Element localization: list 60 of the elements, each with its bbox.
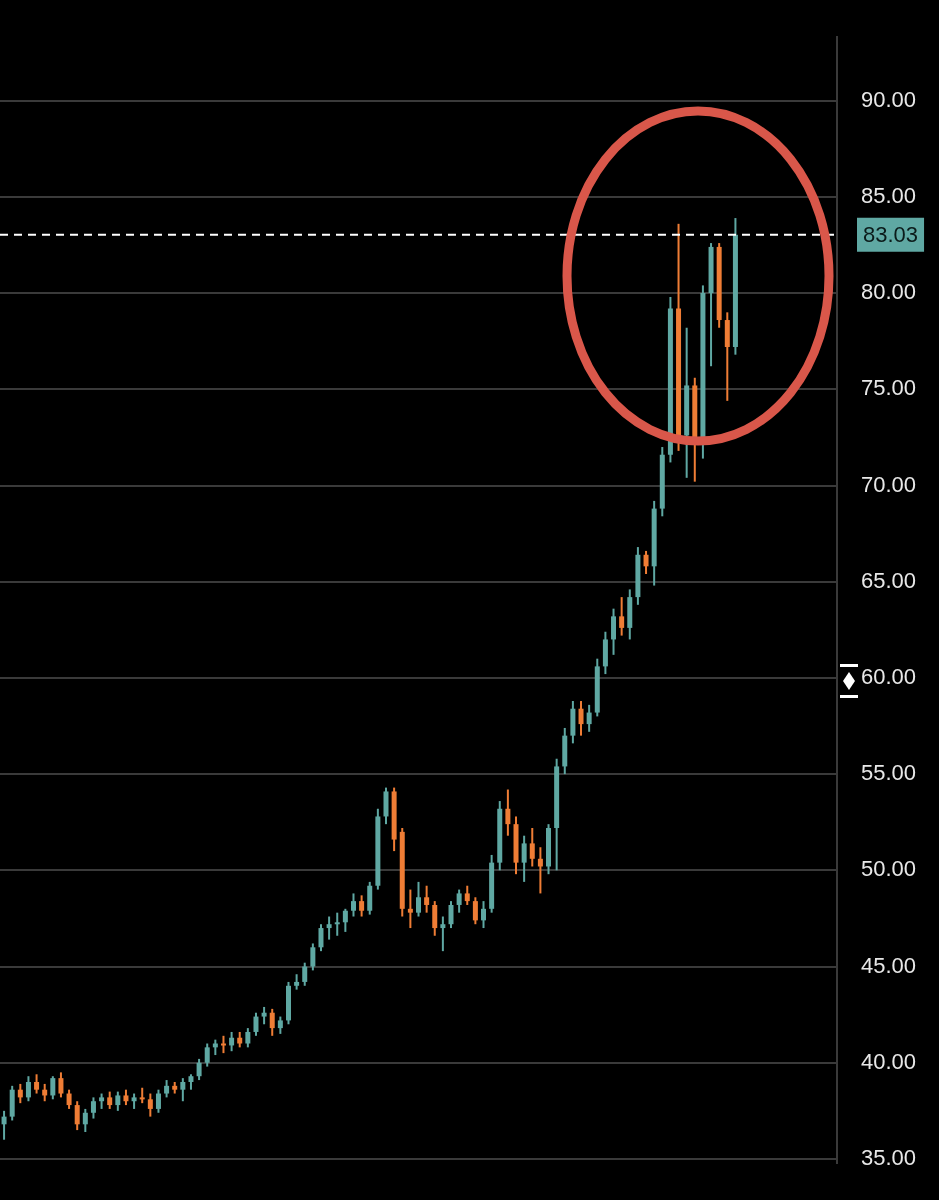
candlestick bbox=[229, 1030, 235, 1053]
candlestick bbox=[521, 834, 527, 883]
candlestick bbox=[505, 788, 511, 837]
ref-line-label: 83.03 bbox=[863, 221, 919, 247]
y-tick-label: 80.00 bbox=[861, 279, 917, 305]
y-tick-label: 90.00 bbox=[861, 86, 917, 112]
candlestick bbox=[334, 911, 340, 937]
candlestick bbox=[529, 827, 535, 868]
y-tick-label: 45.00 bbox=[861, 952, 917, 978]
candlestick bbox=[440, 915, 446, 953]
y-tick-label: 65.00 bbox=[861, 567, 917, 593]
y-tick-label: 85.00 bbox=[861, 182, 917, 208]
candlestick bbox=[432, 900, 438, 937]
candlestick bbox=[578, 700, 584, 737]
candlestick bbox=[302, 961, 308, 987]
candlestick bbox=[586, 703, 592, 733]
candlestick bbox=[50, 1075, 56, 1101]
candlestick bbox=[424, 884, 430, 914]
candlestick bbox=[643, 549, 649, 576]
candlestick bbox=[180, 1077, 186, 1103]
candlestick bbox=[1, 1109, 7, 1141]
candlestick bbox=[58, 1071, 64, 1099]
candlestick bbox=[25, 1075, 31, 1103]
y-tick-label: 75.00 bbox=[861, 375, 917, 401]
y-tick-label: 55.00 bbox=[861, 760, 917, 786]
candlestick bbox=[611, 607, 617, 656]
candlestick bbox=[407, 888, 413, 930]
candlestick bbox=[204, 1042, 210, 1068]
candlestick bbox=[416, 880, 421, 918]
y-tick-label: 50.00 bbox=[861, 856, 917, 882]
candlestick bbox=[115, 1090, 121, 1112]
candlestick bbox=[464, 884, 470, 906]
y-tick-label: 35.00 bbox=[861, 1145, 917, 1171]
candlestick bbox=[74, 1100, 80, 1132]
candlestick bbox=[196, 1057, 202, 1082]
candlestick bbox=[269, 1007, 275, 1037]
candlestick bbox=[342, 907, 348, 933]
candlestick bbox=[90, 1096, 96, 1120]
candlestick bbox=[350, 892, 356, 918]
candlestick bbox=[66, 1088, 72, 1110]
candlestick bbox=[17, 1082, 23, 1105]
candlestick bbox=[34, 1073, 40, 1095]
candlestick bbox=[537, 846, 543, 895]
candlestick bbox=[147, 1092, 153, 1118]
candlestick bbox=[318, 923, 324, 953]
candlestick bbox=[448, 900, 454, 930]
candlestick bbox=[155, 1088, 161, 1114]
candlestick bbox=[82, 1107, 88, 1134]
y-tick-label: 70.00 bbox=[861, 471, 917, 497]
y-tick-label: 60.00 bbox=[861, 663, 917, 689]
candlestick bbox=[245, 1027, 251, 1049]
candlestick bbox=[359, 894, 365, 918]
y-tick-label: 40.00 bbox=[861, 1048, 917, 1074]
candlestick bbox=[619, 596, 625, 637]
candlestick bbox=[456, 888, 462, 914]
candlestick bbox=[310, 942, 316, 972]
candlestick bbox=[253, 1011, 259, 1037]
candlestick bbox=[472, 896, 478, 926]
candlestick bbox=[326, 915, 332, 941]
candlestick bbox=[481, 900, 487, 930]
